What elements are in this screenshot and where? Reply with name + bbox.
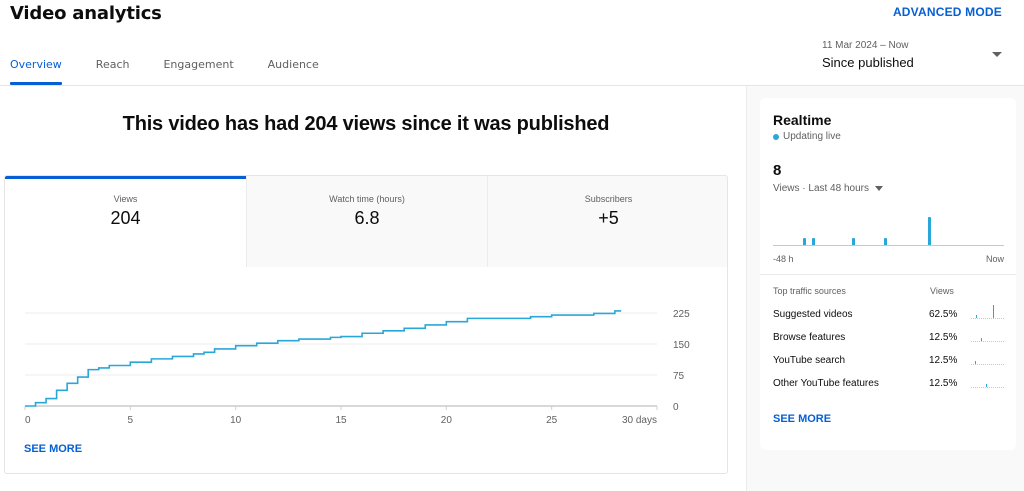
traffic-sparkline — [971, 351, 1004, 365]
svg-text:0: 0 — [25, 415, 31, 426]
metric-value: 6.8 — [354, 208, 380, 228]
svg-text:15: 15 — [335, 415, 347, 426]
live-dot-icon — [773, 133, 779, 140]
tab-engagement[interactable]: Engagement — [163, 58, 234, 71]
realtime-bar — [803, 238, 806, 245]
traffic-source-row: Browse features 12.5% — [773, 332, 1004, 348]
traffic-source-row: YouTube search 12.5% — [773, 355, 1004, 371]
tab-overview[interactable]: Overview — [10, 58, 62, 85]
traffic-source-name: YouTube search — [773, 355, 846, 366]
realtime-bar — [884, 238, 887, 245]
metric-tab-watch-time[interactable]: Watch time (hours) 6.8 — [246, 176, 487, 267]
traffic-source-row: Suggested videos 62.5% — [773, 305, 1004, 325]
caret-down-icon — [874, 186, 883, 191]
overview-chart-card: Views 204 Watch time (hours) 6.8 Subscri… — [4, 175, 728, 474]
traffic-views-header: Views — [930, 286, 954, 296]
traffic-source-name: Other YouTube features — [773, 378, 879, 389]
page-title: Video analytics — [10, 3, 162, 24]
traffic-sparkline — [971, 374, 1004, 388]
traffic-source-name: Suggested videos — [773, 309, 853, 320]
views-line-chart: 0 5 10 15 20 25 30 days 0 75 150 225 SEE MORE — [5, 267, 727, 473]
header-divider — [0, 85, 1024, 86]
metric-label: Watch time (hours) — [329, 194, 405, 204]
traffic-source-pct: 62.5% — [929, 309, 958, 320]
svg-text:10: 10 — [230, 415, 242, 426]
metric-tab-subscribers[interactable]: Subscribers +5 — [487, 176, 727, 267]
live-status: Updating live — [773, 131, 841, 142]
svg-text:25: 25 — [546, 415, 558, 426]
tab-audience[interactable]: Audience — [267, 58, 319, 71]
realtime-metric-selector[interactable]: Views · Last 48 hours — [773, 183, 883, 194]
traffic-sources-title: Top traffic sources — [773, 286, 846, 296]
tab-bar: Overview Reach Engagement Audience — [10, 58, 353, 85]
traffic-source-row: Other YouTube features 12.5% — [773, 378, 1004, 394]
advanced-mode-button[interactable]: ADVANCED MODE — [892, 5, 1002, 19]
realtime-value: 8 — [773, 162, 782, 179]
date-range-label: Since published — [822, 55, 914, 70]
tab-reach[interactable]: Reach — [95, 58, 130, 71]
realtime-axis-start: -48 h — [773, 254, 794, 264]
metric-tab-views[interactable]: Views 204 — [5, 176, 246, 267]
realtime-bar-chart — [773, 211, 1004, 246]
realtime-metric-label: Views · Last 48 hours — [773, 183, 869, 194]
metric-label: Subscribers — [584, 194, 633, 204]
see-more-link[interactable]: SEE MORE — [24, 443, 83, 455]
date-range-dates: 11 Mar 2024 – Now — [822, 40, 909, 51]
line-chart-svg: 0 5 10 15 20 25 30 days 0 75 150 225 — [24, 309, 690, 426]
traffic-sources-header: Top traffic sources Views — [773, 286, 1004, 296]
svg-text:75: 75 — [673, 371, 685, 382]
traffic-source-pct: 12.5% — [929, 332, 958, 343]
traffic-sparkline — [971, 328, 1004, 342]
svg-text:30 days: 30 days — [622, 415, 657, 426]
metric-label: Views — [113, 194, 138, 204]
realtime-see-more-link[interactable]: SEE MORE — [773, 413, 832, 425]
realtime-bar — [928, 217, 931, 245]
realtime-axis-end: Now — [985, 254, 1004, 264]
traffic-source-pct: 12.5% — [929, 355, 958, 366]
svg-text:150: 150 — [673, 340, 690, 351]
metric-value: 204 — [110, 208, 141, 228]
svg-text:0: 0 — [673, 402, 679, 413]
realtime-title: Realtime — [773, 112, 832, 128]
realtime-bar — [812, 238, 815, 245]
metric-value: +5 — [598, 208, 619, 228]
realtime-card: Realtime Updating live 8 Views · Last 48… — [760, 98, 1016, 450]
svg-text:20: 20 — [441, 415, 453, 426]
divider — [760, 274, 1016, 275]
summary-headline: This video has had 204 views since it wa… — [122, 113, 610, 135]
traffic-source-name: Browse features — [773, 332, 846, 343]
traffic-sparkline — [971, 305, 1004, 319]
live-status-text: Updating live — [783, 131, 841, 142]
svg-text:225: 225 — [673, 309, 690, 320]
chevron-down-icon[interactable] — [992, 52, 1002, 57]
date-range-selector[interactable]: 11 Mar 2024 – Now Since published — [822, 40, 914, 70]
realtime-bar — [852, 238, 855, 245]
svg-text:5: 5 — [128, 415, 134, 426]
traffic-source-pct: 12.5% — [929, 378, 958, 389]
